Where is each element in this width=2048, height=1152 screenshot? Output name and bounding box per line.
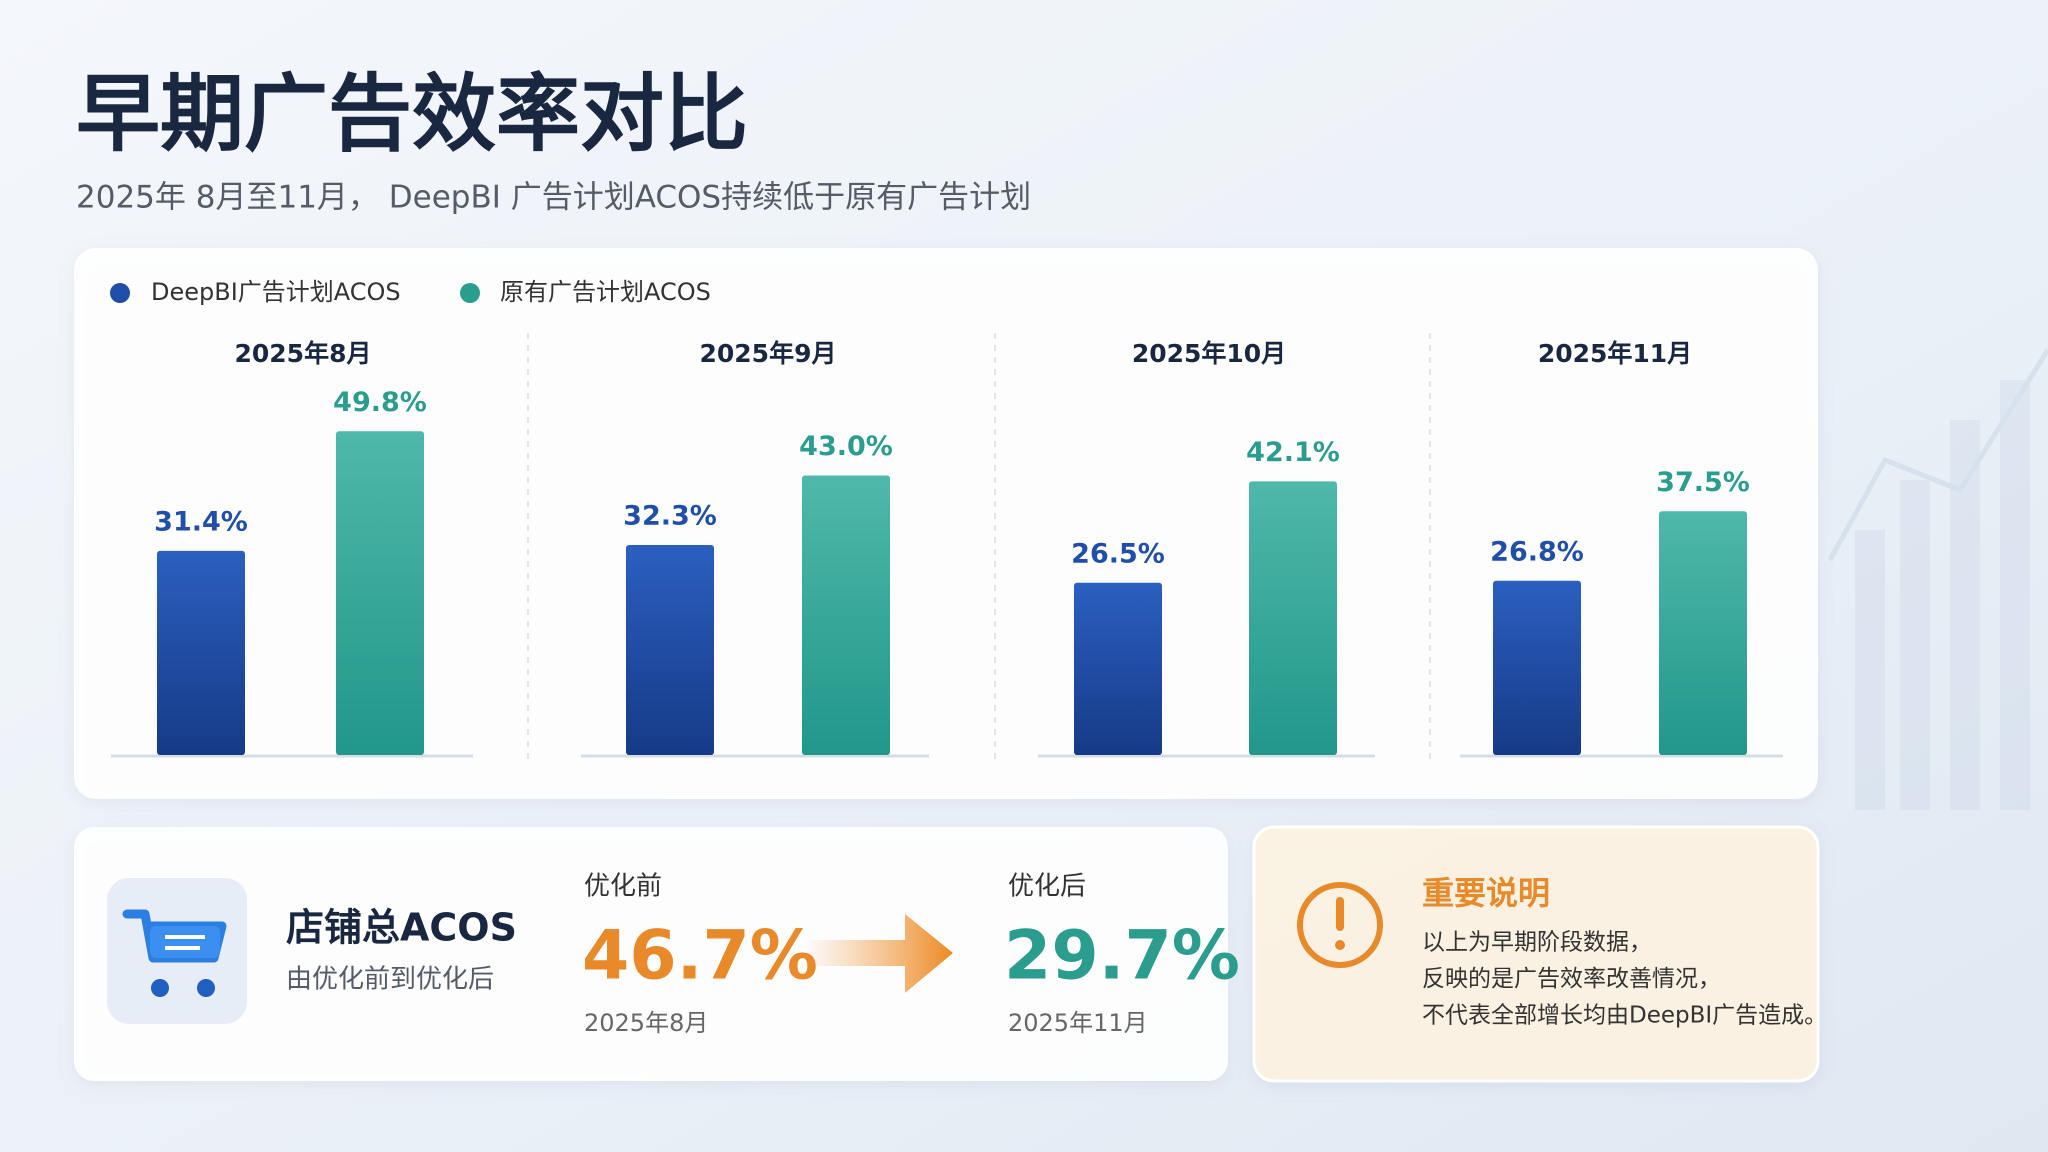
chart-card <box>74 248 1818 799</box>
value-label: 32.3% <box>623 501 717 532</box>
legend-label: 原有广告计划ACOS <box>500 278 711 306</box>
notice-title: 重要说明 <box>1422 874 1550 912</box>
before-value: 46.7% <box>582 917 818 996</box>
title: 早期广告效率对比 <box>76 65 748 163</box>
value-label: 37.5% <box>1656 467 1750 498</box>
legend-marker <box>110 283 130 303</box>
after-value: 29.7% <box>1004 917 1240 996</box>
category-label: 2025年9月 <box>700 339 837 368</box>
notice-lines: 以上为早期阶段数据， 反映的是广告效率改善情况， 不代表全部增长均由DeepBI广告… <box>1422 930 1827 1029</box>
summary-subtitle: 由优化前到优化后 <box>286 965 494 995</box>
before-date: 2025年8月 <box>584 1009 708 1037</box>
chart: DeepBI广告计划ACOS 原有广告计划ACOS 2025年8月 31.4% 49.8… <box>110 278 1783 764</box>
cart-icon <box>122 909 227 997</box>
notice-line: 反映的是广告效率改善情况， <box>1422 966 1721 992</box>
arrow <box>803 914 953 993</box>
value-label: 42.1% <box>1246 437 1340 468</box>
value-label: 26.8% <box>1490 536 1584 567</box>
notice-icon-dot <box>1335 940 1345 950</box>
bar <box>1659 511 1747 755</box>
bar <box>157 550 245 755</box>
notice-icon-bar <box>1336 897 1344 931</box>
legend-label: DeepBI广告计划ACOS <box>151 278 401 306</box>
summary-title: 店铺总ACOS <box>286 906 517 950</box>
bar <box>802 475 890 755</box>
legend-marker <box>460 283 480 303</box>
after-label: 优化后 <box>1008 872 1086 902</box>
value-label: 43.0% <box>799 431 893 462</box>
summary-card <box>74 827 1228 1081</box>
value-label: 26.5% <box>1071 538 1165 569</box>
bar <box>336 431 424 755</box>
after-date: 2025年11月 <box>1008 1009 1148 1037</box>
category-label: 2025年8月 <box>235 339 372 368</box>
value-label: 31.4% <box>154 506 248 537</box>
category-label: 2025年11月 <box>1538 339 1692 368</box>
category-label: 2025年10月 <box>1132 339 1286 368</box>
bar <box>626 545 714 755</box>
decoration <box>1827 348 2048 810</box>
notice-icon <box>1297 882 1383 968</box>
bar <box>1249 481 1337 755</box>
notice-line: 以上为早期阶段数据， <box>1422 930 1652 956</box>
value-label: 49.8% <box>333 387 427 418</box>
bar <box>1074 582 1162 755</box>
notice-line: 不代表全部增长均由DeepBI广告造成。 <box>1422 1003 1827 1029</box>
before-label: 优化前 <box>584 872 662 902</box>
bar <box>1493 580 1581 755</box>
notice-card <box>1252 825 1820 1083</box>
subtitle: 2025年 8月至11月， DeepBI 广告计划ACOS持续低于原有广告计划 <box>76 180 1031 216</box>
